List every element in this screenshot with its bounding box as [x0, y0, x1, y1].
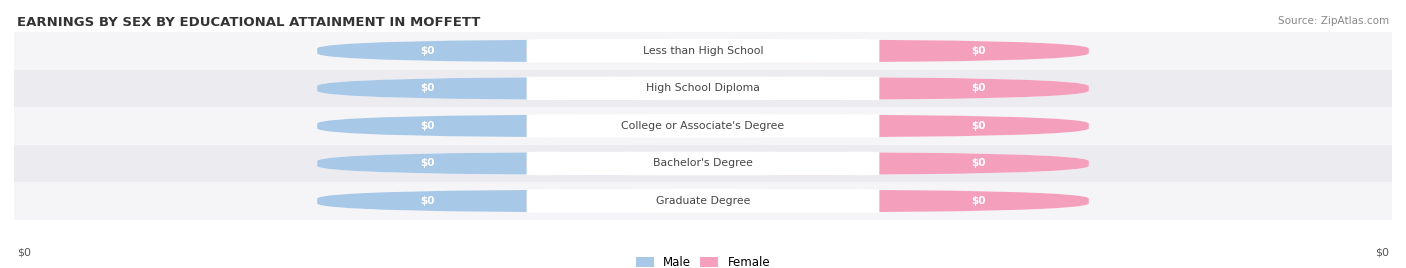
- Text: Less than High School: Less than High School: [643, 46, 763, 56]
- FancyBboxPatch shape: [527, 189, 869, 213]
- Text: Bachelor's Degree: Bachelor's Degree: [652, 158, 754, 169]
- Bar: [14, 145, 1392, 182]
- FancyBboxPatch shape: [527, 39, 1088, 62]
- Bar: [14, 70, 1392, 107]
- Text: Source: ZipAtlas.com: Source: ZipAtlas.com: [1278, 16, 1389, 26]
- Text: $0: $0: [972, 46, 986, 56]
- Bar: [14, 182, 1392, 220]
- Text: Graduate Degree: Graduate Degree: [655, 196, 751, 206]
- FancyBboxPatch shape: [527, 77, 869, 100]
- FancyBboxPatch shape: [527, 77, 1088, 100]
- FancyBboxPatch shape: [318, 189, 879, 213]
- Text: $0: $0: [420, 46, 434, 56]
- FancyBboxPatch shape: [318, 189, 1088, 213]
- Text: $0: $0: [17, 247, 31, 257]
- Text: $0: $0: [420, 196, 434, 206]
- FancyBboxPatch shape: [318, 39, 879, 62]
- Text: EARNINGS BY SEX BY EDUCATIONAL ATTAINMENT IN MOFFETT: EARNINGS BY SEX BY EDUCATIONAL ATTAINMEN…: [17, 16, 481, 29]
- FancyBboxPatch shape: [318, 152, 879, 175]
- Text: $0: $0: [972, 158, 986, 169]
- FancyBboxPatch shape: [527, 114, 1088, 137]
- FancyBboxPatch shape: [527, 152, 869, 175]
- FancyBboxPatch shape: [537, 114, 879, 137]
- FancyBboxPatch shape: [527, 189, 1088, 213]
- Text: $0: $0: [972, 83, 986, 94]
- FancyBboxPatch shape: [318, 39, 1088, 62]
- FancyBboxPatch shape: [318, 77, 1088, 100]
- Text: $0: $0: [420, 121, 434, 131]
- FancyBboxPatch shape: [318, 152, 1088, 175]
- Text: $0: $0: [420, 83, 434, 94]
- FancyBboxPatch shape: [537, 39, 879, 62]
- FancyBboxPatch shape: [318, 77, 879, 100]
- FancyBboxPatch shape: [537, 152, 879, 175]
- FancyBboxPatch shape: [318, 114, 1088, 137]
- FancyBboxPatch shape: [527, 152, 1088, 175]
- Text: $0: $0: [420, 158, 434, 169]
- Text: $0: $0: [972, 121, 986, 131]
- Legend: Male, Female: Male, Female: [631, 251, 775, 268]
- FancyBboxPatch shape: [527, 39, 869, 62]
- Text: $0: $0: [972, 196, 986, 206]
- FancyBboxPatch shape: [537, 77, 879, 100]
- FancyBboxPatch shape: [527, 114, 869, 137]
- FancyBboxPatch shape: [318, 114, 879, 137]
- Bar: [14, 107, 1392, 145]
- Text: College or Associate's Degree: College or Associate's Degree: [621, 121, 785, 131]
- FancyBboxPatch shape: [537, 189, 879, 213]
- Text: High School Diploma: High School Diploma: [647, 83, 759, 94]
- Text: $0: $0: [1375, 247, 1389, 257]
- Bar: [14, 32, 1392, 70]
